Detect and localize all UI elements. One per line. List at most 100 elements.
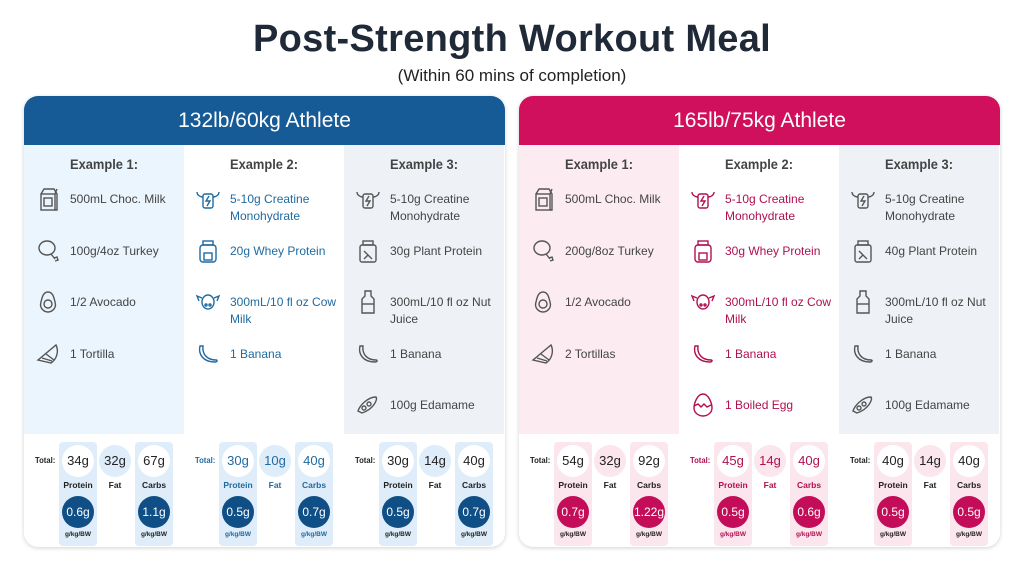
totals-group: Total: 54g 32g 92g Protein Fat Carbs 0.7…: [519, 434, 679, 547]
drumstick-icon: [38, 239, 59, 262]
food-item-text: 1 Boiled Egg: [725, 398, 794, 412]
food-item-text: 300mL/10 fl oz Nut Juice: [885, 295, 986, 326]
boiled-egg-icon: [693, 393, 713, 417]
totals-group: Total: 30g 14g 40g Protein Fat Carbs 0.5…: [344, 434, 504, 547]
carbs-total: 40g: [953, 445, 985, 477]
food-item: 1 Tortilla: [34, 343, 184, 368]
food-item: 5-10g Creatine Monohydrate: [354, 191, 504, 225]
carbs-unit: g/kg/BW: [636, 531, 662, 538]
athlete-panel: 165lb/75kg Athlete Example 1: 500mL Choc…: [519, 96, 1000, 547]
example-heading: Example 2:: [724, 156, 794, 172]
fat-total: 10g: [259, 445, 291, 477]
food-item: 300mL/10 fl oz Nut Juice: [849, 290, 999, 328]
protein-total: 34g: [62, 445, 94, 477]
food-item: 1 Banana: [194, 344, 344, 368]
page-title: Post-Strength Workout Meal: [253, 18, 771, 60]
food-item-text: 40g Plant Protein: [885, 243, 978, 258]
food-item-text: 1 Banana: [885, 346, 937, 361]
fat-label: Fat: [923, 480, 937, 490]
protein-per-kg: 0.5g: [382, 496, 414, 528]
food-item-text: 2 Tortillas: [565, 346, 616, 361]
food-item: 5-10g Creatine Monohydrate: [849, 191, 999, 225]
creatine-icon: [851, 191, 875, 209]
carbs-total: 40g: [793, 445, 825, 477]
example-column: Example 1: 500mL Choc. Milk 200g/8oz Tur…: [519, 145, 679, 434]
food-item-text: 30g Whey Protein: [725, 243, 821, 258]
carbs-total: 40g: [458, 445, 490, 477]
total-label: Total:: [355, 455, 376, 465]
juice-bottle-icon: [856, 290, 870, 314]
milk-carton-icon: [40, 188, 58, 211]
carbs-total: 92g: [633, 445, 665, 477]
protein-unit: g/kg/BW: [225, 531, 251, 538]
protein-label: Protein: [223, 480, 253, 490]
example-heading: Example 3:: [389, 156, 459, 172]
cow-icon: [690, 294, 716, 310]
food-item: 100g Edamame: [849, 396, 999, 419]
food-item: 200g/8oz Turkey: [529, 239, 679, 265]
example-column: Example 1: 500mL Choc. Milk 100g/4oz Tur…: [24, 145, 184, 434]
protein-label: Protein: [878, 480, 908, 490]
food-item-text: 500mL Choc. Milk: [70, 192, 166, 206]
food-item-text: 5-10g Creatine Monohydrate: [725, 192, 805, 223]
food-item: 5-10g Creatine Monohydrate: [689, 191, 839, 225]
carbs-unit: g/kg/BW: [141, 531, 167, 538]
carbs-label: Carbs: [636, 480, 662, 490]
food-item: 1 Banana: [849, 344, 999, 368]
food-item: 300mL/10 fl oz Cow Milk: [689, 294, 839, 328]
fat-label: Fat: [428, 480, 442, 490]
total-label: Total:: [530, 455, 551, 465]
food-item-text: 500mL Choc. Milk: [565, 192, 661, 206]
totals-group: Total: 40g 14g 40g Protein Fat Carbs 0.5…: [839, 434, 999, 547]
food-item: 300mL/10 fl oz Nut Juice: [354, 290, 504, 328]
food-item-text: 1 Banana: [390, 346, 442, 361]
protein-tub-icon: [199, 239, 217, 263]
juice-bottle-icon: [361, 290, 375, 314]
food-item: 1 Banana: [354, 344, 504, 368]
food-item-text: 300mL/10 fl oz Nut Juice: [390, 295, 491, 326]
banana-icon: [693, 344, 713, 363]
protein-per-kg: 0.5g: [717, 496, 749, 528]
total-label: Total:: [690, 455, 711, 465]
protein-total: 45g: [717, 445, 749, 477]
panel-header: 132lb/60kg Athlete: [24, 96, 505, 145]
protein-label: Protein: [718, 480, 748, 490]
food-item: 100g Edamame: [354, 396, 504, 419]
carbs-total: 40g: [298, 445, 330, 477]
protein-tub-icon: [694, 239, 712, 263]
food-item: 30g Whey Protein: [689, 239, 839, 265]
total-label: Total:: [35, 455, 56, 465]
fat-total: 14g: [914, 445, 946, 477]
food-item-text: 300mL/10 fl oz Cow Milk: [230, 295, 337, 326]
protein-unit: g/kg/BW: [880, 531, 906, 538]
carbs-total: 67g: [138, 445, 170, 477]
protein-per-kg: 0.6g: [62, 496, 94, 528]
page-subtitle: (Within 60 mins of completion): [397, 66, 627, 85]
food-item: 5-10g Creatine Monohydrate: [194, 191, 344, 225]
food-item-text: 100g Edamame: [885, 398, 970, 412]
creatine-icon: [356, 191, 380, 209]
protein-unit: g/kg/BW: [65, 531, 91, 538]
example-heading: Example 1:: [564, 156, 634, 172]
cow-icon: [195, 294, 221, 310]
example-heading: Example 3:: [884, 156, 954, 172]
carbs-per-kg: 0.5g: [953, 496, 985, 528]
food-item-text: 20g Whey Protein: [230, 243, 326, 258]
plant-protein-icon: [359, 239, 377, 263]
protein-total: 30g: [222, 445, 254, 477]
food-item-text: 100g Edamame: [390, 398, 475, 412]
carbs-per-kg: 0.7g: [298, 496, 330, 528]
protein-per-kg: 0.5g: [877, 496, 909, 528]
totals-group: Total: 30g 10g 40g Protein Fat Carbs 0.5…: [184, 434, 344, 547]
carbs-per-kg: 1.1g: [138, 496, 170, 528]
example-column: Example 2: 5-10g Creatine Monohydrate 30…: [679, 145, 839, 434]
protein-total: 30g: [382, 445, 414, 477]
milk-carton-icon: [535, 188, 553, 211]
protein-label: Protein: [63, 480, 93, 490]
food-item: 100g/4oz Turkey: [34, 239, 184, 265]
avocado-icon: [534, 291, 552, 313]
example-heading: Example 2:: [229, 156, 299, 172]
carbs-per-kg: 1.22g: [633, 496, 665, 528]
food-item-text: 1/2 Avocado: [565, 295, 631, 309]
carbs-label: Carbs: [141, 480, 167, 490]
